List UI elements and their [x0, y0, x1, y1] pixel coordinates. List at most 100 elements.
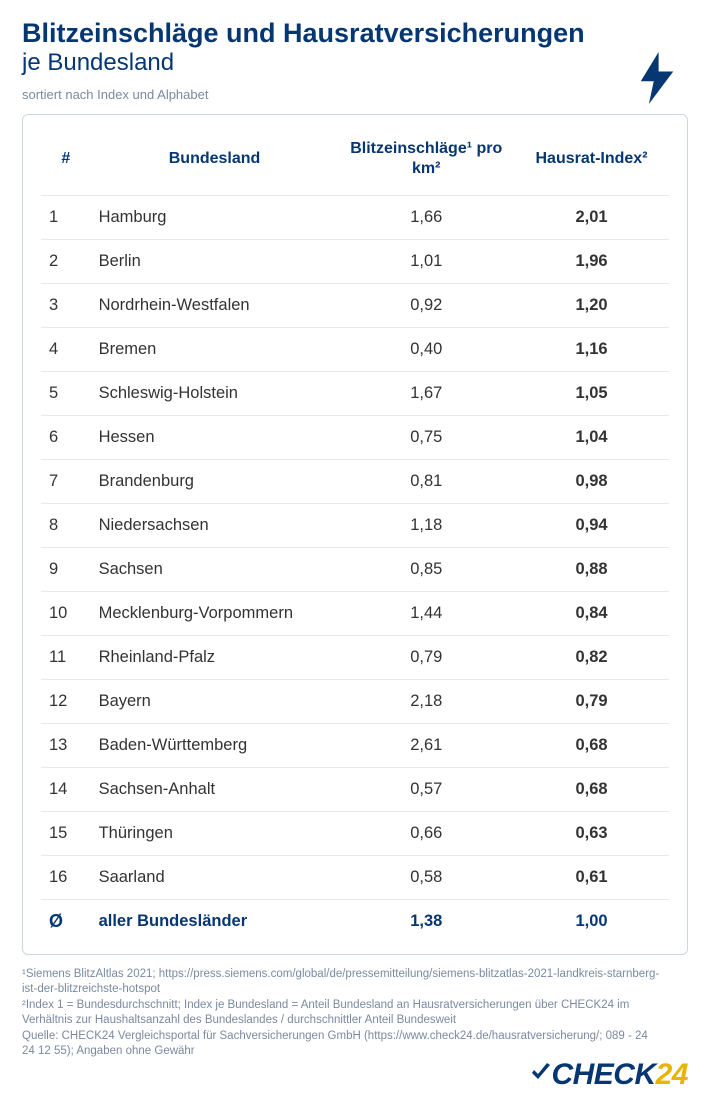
table-row: 6Hessen0,751,04 — [41, 416, 669, 460]
table-row: 12Bayern2,180,79 — [41, 680, 669, 724]
sort-note: sortiert nach Index und Alphabet — [22, 87, 688, 102]
column-header-blitz: Blitzeinschläge¹ pro km² — [338, 129, 514, 196]
page-title: Blitzeinschläge und Hausratversicherunge… — [22, 18, 688, 49]
cell-blitz: 1,44 — [338, 592, 514, 636]
cell-state: Hamburg — [91, 196, 339, 240]
cell-blitz: 2,61 — [338, 724, 514, 768]
table-row: 5Schleswig-Holstein1,671,05 — [41, 372, 669, 416]
footnote-3: Quelle: CHECK24 Vergleichsportal für Sac… — [22, 1029, 662, 1060]
cell-index: 0,84 — [514, 592, 669, 636]
cell-rank: 16 — [41, 856, 91, 900]
cell-rank: 15 — [41, 812, 91, 856]
cell-blitz: 2,18 — [338, 680, 514, 724]
page-subtitle: je Bundesland — [22, 49, 688, 77]
cell-state: Berlin — [91, 240, 339, 284]
cell-blitz: 0,81 — [338, 460, 514, 504]
cell-rank: 4 — [41, 328, 91, 372]
table-row: 13Baden-Württemberg2,610,68 — [41, 724, 669, 768]
cell-rank: 1 — [41, 196, 91, 240]
header-block: Blitzeinschläge und Hausratversicherunge… — [22, 18, 688, 102]
cell-state: Schleswig-Holstein — [91, 372, 339, 416]
cell-avg-blitz: 1,38 — [338, 900, 514, 944]
cell-blitz: 1,66 — [338, 196, 514, 240]
table-row: 7Brandenburg0,810,98 — [41, 460, 669, 504]
table-average-row: Øaller Bundesländer1,381,00 — [41, 900, 669, 944]
table-row: 9Sachsen0,850,88 — [41, 548, 669, 592]
cell-rank: 7 — [41, 460, 91, 504]
brand-logo: CHECK24 — [529, 1058, 688, 1092]
table-row: 2Berlin1,011,96 — [41, 240, 669, 284]
logo-text-24: 24 — [656, 1058, 688, 1092]
cell-blitz: 0,40 — [338, 328, 514, 372]
cell-index: 0,82 — [514, 636, 669, 680]
cell-rank: 9 — [41, 548, 91, 592]
cell-index: 0,98 — [514, 460, 669, 504]
cell-state: Bayern — [91, 680, 339, 724]
cell-index: 0,79 — [514, 680, 669, 724]
cell-rank: 2 — [41, 240, 91, 284]
cell-rank: 14 — [41, 768, 91, 812]
cell-blitz: 0,58 — [338, 856, 514, 900]
cell-state: Sachsen — [91, 548, 339, 592]
column-header-state: Bundesland — [91, 129, 339, 196]
cell-state: Saarland — [91, 856, 339, 900]
cell-rank: 12 — [41, 680, 91, 724]
cell-blitz: 1,67 — [338, 372, 514, 416]
cell-avg-label: aller Bundesländer — [91, 900, 339, 944]
cell-state: Baden-Württemberg — [91, 724, 339, 768]
table-row: 1Hamburg1,662,01 — [41, 196, 669, 240]
table-row: 16Saarland0,580,61 — [41, 856, 669, 900]
table-header-row: # Bundesland Blitzeinschläge¹ pro km² Ha… — [41, 129, 669, 196]
cell-index: 0,61 — [514, 856, 669, 900]
footnotes-block: ¹Siemens BlitzAltlas 2021; https://press… — [22, 967, 662, 1060]
cell-index: 0,68 — [514, 768, 669, 812]
checkmark-icon — [529, 1060, 553, 1084]
cell-blitz: 0,79 — [338, 636, 514, 680]
cell-rank: 3 — [41, 284, 91, 328]
cell-rank: 10 — [41, 592, 91, 636]
cell-avg-symbol: Ø — [41, 900, 91, 944]
footnote-2: ²Index 1 = Bundesdurchschnitt; Index je … — [22, 998, 662, 1029]
cell-state: Thüringen — [91, 812, 339, 856]
cell-blitz: 0,85 — [338, 548, 514, 592]
table-row: 8Niedersachsen1,180,94 — [41, 504, 669, 548]
data-table-card: # Bundesland Blitzeinschläge¹ pro km² Ha… — [22, 114, 688, 955]
footnote-1: ¹Siemens BlitzAltlas 2021; https://press… — [22, 967, 662, 998]
cell-state: Mecklenburg-Vorpommern — [91, 592, 339, 636]
cell-state: Bremen — [91, 328, 339, 372]
cell-state: Niedersachsen — [91, 504, 339, 548]
table-row: 14Sachsen-Anhalt0,570,68 — [41, 768, 669, 812]
lightning-bolt-icon — [636, 52, 678, 104]
cell-index: 1,20 — [514, 284, 669, 328]
cell-state: Rheinland-Pfalz — [91, 636, 339, 680]
column-header-index: Hausrat-Index² — [514, 129, 669, 196]
cell-blitz: 0,92 — [338, 284, 514, 328]
cell-state: Brandenburg — [91, 460, 339, 504]
cell-blitz: 1,01 — [338, 240, 514, 284]
column-header-rank: # — [41, 129, 91, 196]
cell-index: 1,96 — [514, 240, 669, 284]
cell-blitz: 0,57 — [338, 768, 514, 812]
cell-index: 0,94 — [514, 504, 669, 548]
table-row: 15Thüringen0,660,63 — [41, 812, 669, 856]
cell-state: Hessen — [91, 416, 339, 460]
cell-rank: 5 — [41, 372, 91, 416]
data-table: # Bundesland Blitzeinschläge¹ pro km² Ha… — [41, 129, 669, 944]
cell-state: Nordrhein-Westfalen — [91, 284, 339, 328]
cell-blitz: 1,18 — [338, 504, 514, 548]
table-row: 3Nordrhein-Westfalen0,921,20 — [41, 284, 669, 328]
cell-index: 1,05 — [514, 372, 669, 416]
cell-rank: 6 — [41, 416, 91, 460]
table-row: 11Rheinland-Pfalz0,790,82 — [41, 636, 669, 680]
cell-rank: 8 — [41, 504, 91, 548]
table-row: 4Bremen0,401,16 — [41, 328, 669, 372]
cell-rank: 11 — [41, 636, 91, 680]
logo-text-check: CHECK — [551, 1058, 655, 1092]
cell-rank: 13 — [41, 724, 91, 768]
cell-index: 1,16 — [514, 328, 669, 372]
cell-index: 0,63 — [514, 812, 669, 856]
cell-index: 0,88 — [514, 548, 669, 592]
cell-blitz: 0,66 — [338, 812, 514, 856]
cell-index: 0,68 — [514, 724, 669, 768]
cell-index: 2,01 — [514, 196, 669, 240]
